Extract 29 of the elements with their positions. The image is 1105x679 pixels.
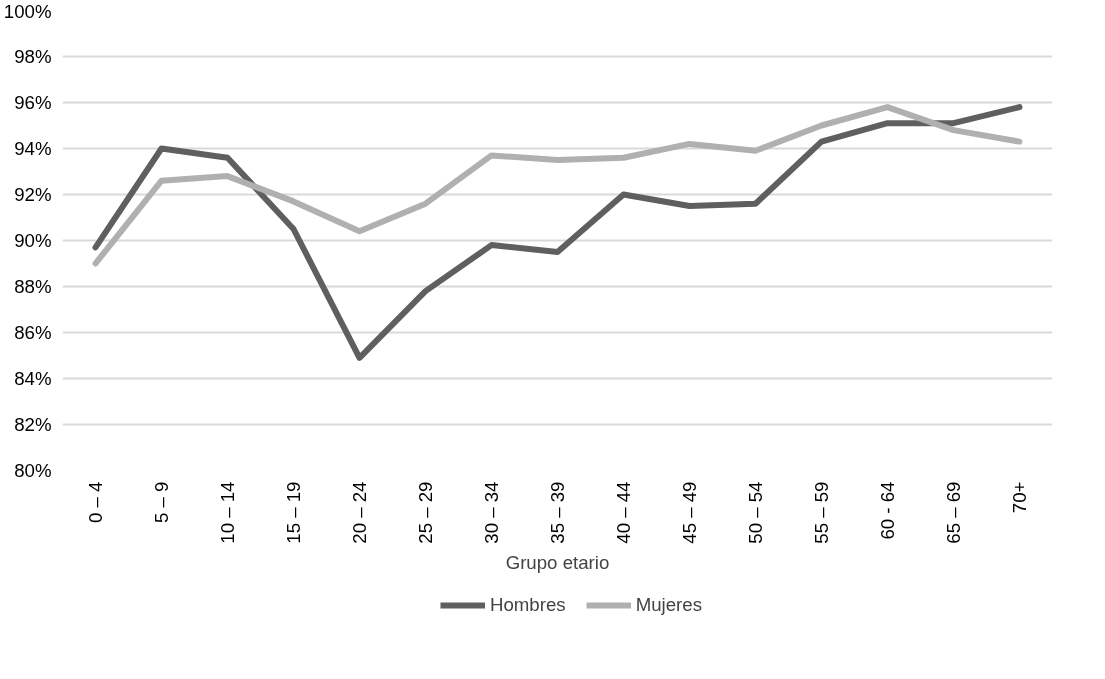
x-tick-label: 60 - 64 (877, 481, 898, 540)
x-tick-label: 55 – 59 (811, 481, 832, 544)
y-tick-label: 100% (3, 0, 52, 22)
legend-label: Hombres (489, 594, 566, 616)
y-tick-label: 82% (14, 414, 52, 435)
x-tick-label: 15 – 19 (283, 481, 304, 544)
x-tick-label: 45 – 49 (679, 481, 700, 544)
x-axis-title: Grupo etario (505, 551, 610, 573)
y-tick-label: 80% (14, 460, 52, 481)
x-tick-label: 65 – 69 (943, 481, 964, 544)
x-tick-label: 70+ (1009, 481, 1030, 514)
y-tick-label: 90% (14, 230, 52, 251)
x-tick-label: 30 – 34 (481, 481, 502, 544)
y-tick-label: 92% (14, 184, 52, 205)
y-tick-label: 84% (14, 368, 52, 389)
x-tick-label: 25 – 29 (415, 481, 436, 544)
y-tick-label: 96% (14, 92, 52, 113)
y-tick-label: 88% (14, 276, 52, 297)
legend-label: Mujeres (635, 594, 703, 616)
x-tick-label: 40 – 44 (613, 481, 634, 544)
x-tick-label: 5 – 9 (151, 481, 172, 523)
x-tick-label: 20 – 24 (349, 481, 370, 544)
y-tick-label: 98% (14, 46, 52, 67)
x-tick-label: 35 – 39 (547, 481, 568, 544)
y-tick-label: 94% (14, 138, 52, 159)
x-tick-label: 0 – 4 (85, 481, 106, 523)
x-tick-label: 10 – 14 (217, 481, 238, 544)
y-tick-label: 86% (14, 322, 52, 343)
x-tick-label: 50 – 54 (745, 481, 766, 544)
